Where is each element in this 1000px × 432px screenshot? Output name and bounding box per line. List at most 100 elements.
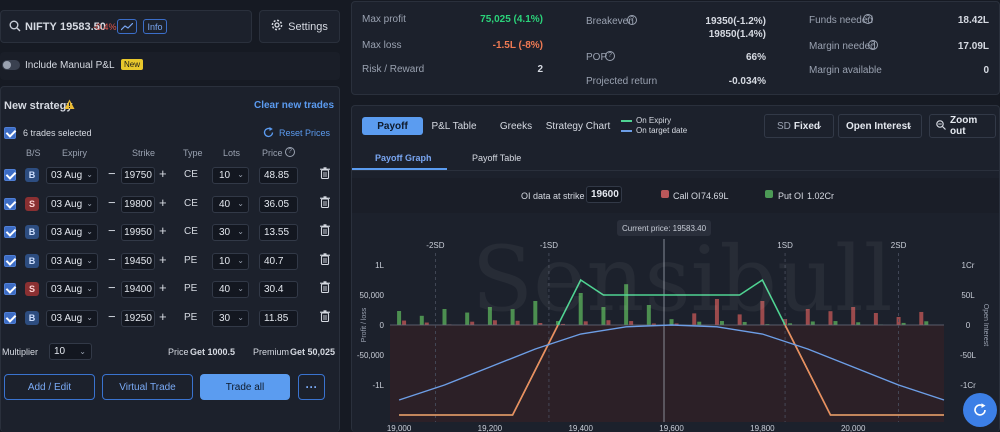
row-checkbox[interactable]	[4, 311, 16, 324]
buy-sell-toggle[interactable]: S	[25, 282, 39, 296]
strike-decrement-button[interactable]: −	[108, 308, 116, 324]
strike-increment-button[interactable]: +	[159, 251, 167, 267]
oi-strike-input[interactable]: 19600	[586, 186, 622, 203]
row-checkbox[interactable]	[4, 197, 16, 210]
payoff-chart[interactable]: -2SD -1SD 1SD 2SD Current price: 19583.40 1L 5…	[352, 215, 999, 432]
refresh-chart-button[interactable]	[963, 393, 997, 427]
strike-increment-button[interactable]: +	[159, 280, 167, 295]
strike-decrement-button[interactable]: −	[108, 223, 116, 238]
ticker-name[interactable]: NIFTY	[25, 21, 57, 33]
lots-select[interactable]: 40 ⌄	[212, 281, 249, 298]
trash-icon[interactable]	[320, 252, 330, 268]
strike-input[interactable]: 19450	[121, 252, 155, 270]
y-right-tick-label: -50L	[960, 351, 977, 360]
price-input[interactable]: 40.7	[259, 252, 298, 270]
refresh-icon	[974, 403, 986, 416]
trash-icon[interactable]	[320, 309, 330, 325]
price-input[interactable]: 36.05	[259, 195, 298, 213]
expiry-value: 03 Aug	[51, 312, 83, 324]
strike-increment-button[interactable]: +	[159, 166, 167, 181]
search-icon[interactable]	[9, 20, 21, 35]
row-checkbox[interactable]	[4, 254, 16, 267]
buy-sell-toggle[interactable]: B	[25, 168, 39, 182]
trade-all-button[interactable]: Trade all	[200, 374, 290, 400]
funds-needed-label: Funds needed	[809, 15, 873, 26]
y-left-tick-label: -1L	[372, 381, 384, 390]
row-checkbox[interactable]	[4, 283, 16, 295]
buy-sell-toggle[interactable]: B	[25, 225, 39, 239]
select-all-checkbox[interactable]	[4, 127, 16, 139]
expiry-select[interactable]: 03 Aug ⌄	[46, 252, 98, 270]
y-right-tick-label: 0	[966, 321, 971, 330]
row-checkbox[interactable]	[4, 226, 16, 238]
tab-payoff-table[interactable]: Payoff Table	[472, 153, 522, 163]
price-input[interactable]: 11.85	[259, 309, 298, 327]
put-oi-bar	[833, 321, 838, 325]
type-value: CE	[184, 197, 198, 209]
refresh-icon[interactable]	[263, 127, 274, 141]
expiry-value: 03 Aug	[51, 198, 83, 210]
tab-strategy-chart[interactable]: Strategy Chart	[545, 120, 611, 132]
strike-decrement-button[interactable]: −	[108, 251, 116, 267]
multiplier-select[interactable]: 10 ⌄	[49, 343, 92, 360]
chart-icon[interactable]	[117, 19, 137, 34]
strike-decrement-button[interactable]: −	[108, 194, 116, 210]
lots-select[interactable]: 40 ⌄	[212, 195, 249, 213]
trash-icon[interactable]	[320, 281, 330, 296]
virtual-trade-button[interactable]: Virtual Trade	[102, 374, 193, 400]
strike-increment-button[interactable]: +	[159, 308, 167, 324]
reset-prices-button[interactable]: Reset Prices	[279, 128, 331, 138]
add-edit-button[interactable]: Add / Edit	[4, 374, 95, 400]
strike-value: 19950	[124, 227, 152, 238]
strike-input[interactable]: 19750	[121, 167, 155, 184]
lots-select[interactable]: 30 ⌄	[212, 309, 249, 327]
trash-icon[interactable]	[320, 224, 330, 239]
clear-trades-link[interactable]: Clear new trades	[254, 100, 335, 111]
price-input[interactable]: 30.4	[259, 281, 298, 298]
tab-pl-table[interactable]: P&L Table	[431, 120, 477, 132]
breakeven-label: Breakeven	[586, 16, 634, 27]
strike-decrement-button[interactable]: −	[108, 166, 116, 181]
price-input[interactable]: 48.85	[259, 167, 298, 184]
oi-select[interactable]: Open Interest ⌄	[838, 114, 922, 138]
info-button[interactable]: Info	[143, 19, 167, 34]
type-value: PE	[184, 283, 198, 294]
new-badge: New	[121, 59, 144, 70]
call-oi-bar	[538, 323, 543, 325]
lots-select[interactable]: 10 ⌄	[212, 252, 249, 270]
manual-pl-toggle[interactable]	[2, 60, 20, 70]
expiry-select[interactable]: 03 Aug ⌄	[46, 224, 98, 241]
strike-input[interactable]: 19400	[121, 281, 155, 298]
strike-increment-button[interactable]: +	[159, 223, 167, 238]
tab-payoff[interactable]: Payoff	[362, 117, 423, 135]
strike-increment-button[interactable]: +	[159, 194, 167, 210]
strike-input[interactable]: 19250	[121, 309, 155, 327]
buy-sell-toggle[interactable]: B	[25, 253, 39, 268]
expiry-select[interactable]: 03 Aug ⌄	[46, 195, 98, 213]
type-value: PE	[184, 254, 198, 266]
trash-icon[interactable]	[320, 167, 330, 182]
expiry-select[interactable]: 03 Aug ⌄	[46, 281, 98, 298]
lots-select[interactable]: 30 ⌄	[212, 224, 249, 241]
call-oi-bar	[402, 320, 407, 325]
put-oi-bar	[578, 293, 583, 325]
settings-button[interactable]: Settings	[259, 10, 340, 43]
zoom-out-button[interactable]: Zoom out	[929, 114, 996, 138]
more-button[interactable]: ···	[298, 374, 325, 400]
call-oi-bar	[805, 309, 810, 325]
price-value: 30.4	[264, 284, 284, 295]
tab-payoff-graph[interactable]: Payoff Graph	[375, 153, 432, 163]
buy-sell-toggle[interactable]: B	[25, 310, 39, 325]
trash-icon[interactable]	[320, 195, 330, 211]
expiry-select[interactable]: 03 Aug ⌄	[46, 309, 98, 327]
buy-sell-toggle[interactable]: S	[25, 196, 39, 211]
tab-greeks[interactable]: Greeks	[499, 120, 533, 132]
lots-select[interactable]: 10 ⌄	[212, 167, 249, 184]
price-input[interactable]: 13.55	[259, 224, 298, 241]
strike-input[interactable]: 19950	[121, 224, 155, 241]
sd-select[interactable]: SD Fixed ⌄	[764, 114, 834, 138]
expiry-select[interactable]: 03 Aug ⌄	[46, 167, 98, 184]
row-checkbox[interactable]	[4, 169, 16, 181]
strike-input[interactable]: 19800	[121, 195, 155, 213]
strike-decrement-button[interactable]: −	[108, 280, 116, 295]
